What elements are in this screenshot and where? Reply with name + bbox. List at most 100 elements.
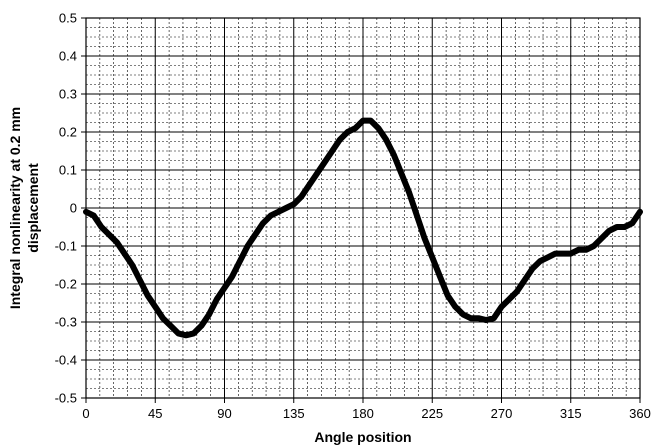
data-point bbox=[345, 129, 351, 135]
data-point bbox=[152, 304, 158, 310]
data-point bbox=[414, 213, 420, 219]
x-tick-label: 270 bbox=[491, 406, 513, 421]
data-point bbox=[445, 292, 451, 298]
y-axis-title-line1: Integral nonlinearity at 0.2 mm bbox=[7, 107, 23, 309]
data-point bbox=[229, 273, 235, 279]
data-point bbox=[183, 332, 189, 338]
data-point bbox=[422, 235, 428, 241]
data-point bbox=[306, 182, 312, 188]
x-axis-title: Angle position bbox=[314, 429, 411, 445]
data-point bbox=[222, 285, 227, 291]
data-point bbox=[491, 315, 497, 321]
data-point bbox=[622, 224, 628, 230]
data-point bbox=[106, 232, 112, 238]
data-point bbox=[614, 224, 620, 230]
x-tick-label: 180 bbox=[352, 406, 374, 421]
data-point bbox=[506, 296, 512, 302]
x-tick-label: 315 bbox=[560, 406, 582, 421]
data-point bbox=[406, 190, 412, 196]
data-point bbox=[91, 213, 97, 219]
y-tick-label: 0.3 bbox=[59, 87, 77, 102]
x-tick-label: 360 bbox=[629, 406, 651, 421]
data-point bbox=[514, 289, 520, 295]
data-point bbox=[529, 266, 535, 272]
x-tick-label: 0 bbox=[82, 406, 89, 421]
data-point bbox=[268, 213, 274, 219]
data-point bbox=[329, 148, 335, 154]
y-tick-label: 0.1 bbox=[59, 163, 77, 178]
data-point bbox=[298, 194, 304, 200]
y-tick-label: -0.2 bbox=[55, 277, 77, 292]
y-tick-label: 0.2 bbox=[59, 125, 77, 140]
data-point bbox=[591, 243, 597, 249]
data-point bbox=[637, 209, 643, 215]
data-point bbox=[168, 323, 174, 329]
data-point bbox=[499, 304, 504, 310]
data-point bbox=[145, 292, 151, 298]
data-point bbox=[337, 137, 343, 143]
data-point bbox=[583, 247, 589, 253]
data-point bbox=[475, 315, 481, 321]
data-point bbox=[98, 224, 104, 230]
data-point bbox=[237, 258, 243, 264]
data-point bbox=[198, 323, 204, 329]
data-point bbox=[545, 254, 551, 260]
y-tick-label: 0.5 bbox=[59, 11, 77, 26]
data-point bbox=[398, 171, 404, 177]
data-point bbox=[568, 251, 574, 257]
data-point bbox=[606, 228, 612, 234]
data-point bbox=[275, 209, 281, 215]
y-axis-title-line2: displacement bbox=[25, 163, 41, 253]
data-point bbox=[114, 239, 120, 245]
data-point bbox=[121, 251, 127, 257]
data-point bbox=[137, 277, 143, 283]
data-point bbox=[291, 201, 297, 207]
data-point bbox=[483, 317, 489, 323]
data-point bbox=[391, 152, 397, 158]
major-gridlines bbox=[85, 17, 641, 399]
data-point bbox=[537, 258, 543, 264]
data-point bbox=[322, 159, 328, 165]
data-point bbox=[468, 315, 474, 321]
data-point bbox=[260, 220, 266, 226]
y-tick-label: -0.3 bbox=[55, 315, 77, 330]
data-point bbox=[522, 277, 528, 283]
data-point bbox=[129, 262, 135, 268]
data-point bbox=[437, 273, 443, 279]
x-tick-label: 45 bbox=[148, 406, 162, 421]
data-point bbox=[375, 125, 381, 131]
data-point bbox=[206, 311, 212, 317]
data-point bbox=[360, 118, 366, 124]
data-point bbox=[575, 247, 581, 253]
data-point bbox=[552, 251, 558, 257]
data-point bbox=[245, 243, 251, 249]
data-point bbox=[429, 254, 435, 260]
y-tick-label: 0 bbox=[70, 201, 77, 216]
x-tick-label: 135 bbox=[283, 406, 305, 421]
data-point bbox=[175, 330, 181, 336]
y-tick-label: -0.5 bbox=[55, 391, 77, 406]
y-tick-label: -0.1 bbox=[55, 239, 77, 254]
x-axis-ticks: 0 45 90 135 180 225 270 315 360 bbox=[82, 398, 651, 421]
data-point bbox=[252, 232, 258, 238]
data-point bbox=[452, 304, 458, 310]
data-point bbox=[160, 315, 166, 321]
data-point bbox=[314, 171, 320, 177]
y-axis-ticks: -0.5 -0.4 -0.3 -0.2 -0.1 0 0.1 0.2 0.3 0.4 0.5 bbox=[55, 11, 86, 406]
data-point bbox=[383, 137, 389, 143]
data-point bbox=[191, 330, 197, 336]
y-tick-label: 0.4 bbox=[59, 49, 77, 64]
series-layer bbox=[83, 117, 643, 339]
x-tick-label: 90 bbox=[217, 406, 231, 421]
data-point bbox=[368, 118, 374, 124]
data-point bbox=[629, 220, 635, 226]
data-point bbox=[560, 251, 566, 257]
y-tick-label: -0.4 bbox=[55, 353, 77, 368]
data-point bbox=[599, 235, 605, 241]
x-tick-label: 225 bbox=[421, 406, 443, 421]
data-point bbox=[214, 296, 220, 302]
data-point bbox=[460, 311, 466, 317]
data-point bbox=[283, 205, 289, 211]
data-point bbox=[83, 209, 89, 215]
